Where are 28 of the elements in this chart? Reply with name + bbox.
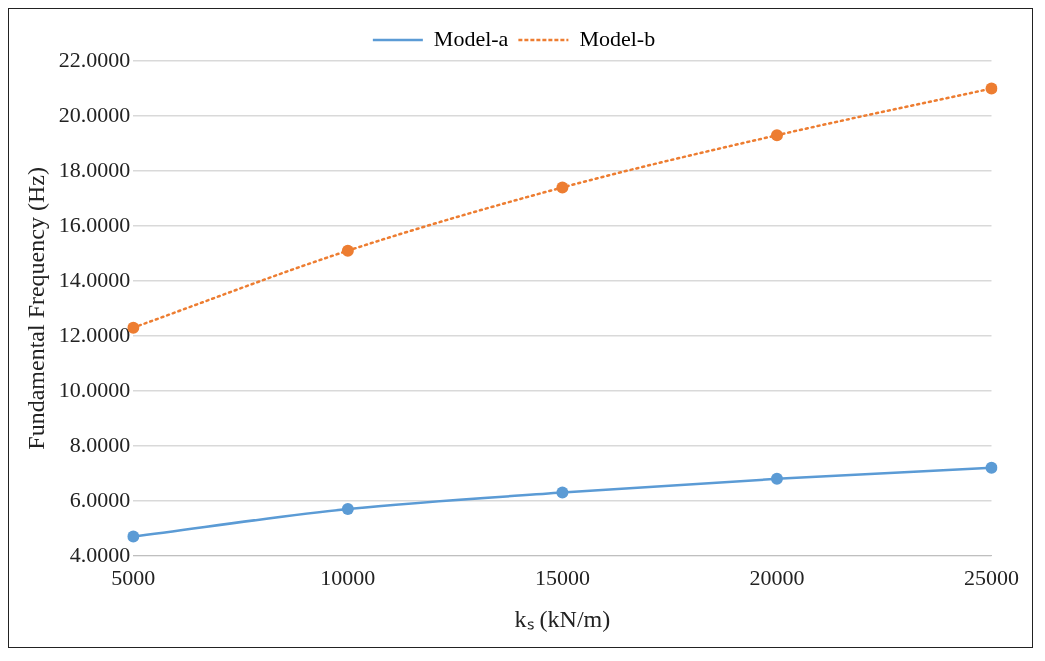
y-tick-label: 4.0000	[69, 541, 131, 567]
y-axis-title: Fundamental Frequency (Hz)	[22, 167, 49, 450]
y-tick-label: 6.0000	[69, 486, 131, 512]
point	[770, 129, 783, 142]
point	[341, 244, 354, 257]
legend-label: Model-a	[433, 25, 509, 51]
x-tick-label: 25000	[964, 564, 1019, 590]
x-tick-label: 15000	[534, 564, 590, 590]
point	[341, 503, 354, 516]
y-tick-label: 10.0000	[58, 376, 131, 402]
point	[556, 486, 569, 499]
y-tick-label: 16.0000	[58, 211, 131, 237]
y-tick-label: 22.0000	[58, 46, 131, 72]
point	[127, 530, 140, 543]
y-tick-label: 18.0000	[58, 156, 131, 182]
y-tick-label: 14.0000	[58, 266, 131, 292]
legend-label: Model-b	[579, 25, 656, 51]
y-tick-label: 20.0000	[58, 101, 131, 127]
y-tick-label: 12.0000	[58, 321, 131, 347]
x-axis-title: kₛ (kN/m)	[514, 605, 611, 632]
point	[985, 461, 998, 474]
x-tick-label: 5000	[111, 564, 156, 590]
point	[556, 181, 569, 194]
y-tick-label: 8.0000	[69, 431, 131, 457]
x-tick-label: 20000	[749, 564, 805, 590]
point	[985, 82, 998, 95]
x-tick-label: 10000	[320, 564, 376, 590]
point	[770, 472, 783, 485]
